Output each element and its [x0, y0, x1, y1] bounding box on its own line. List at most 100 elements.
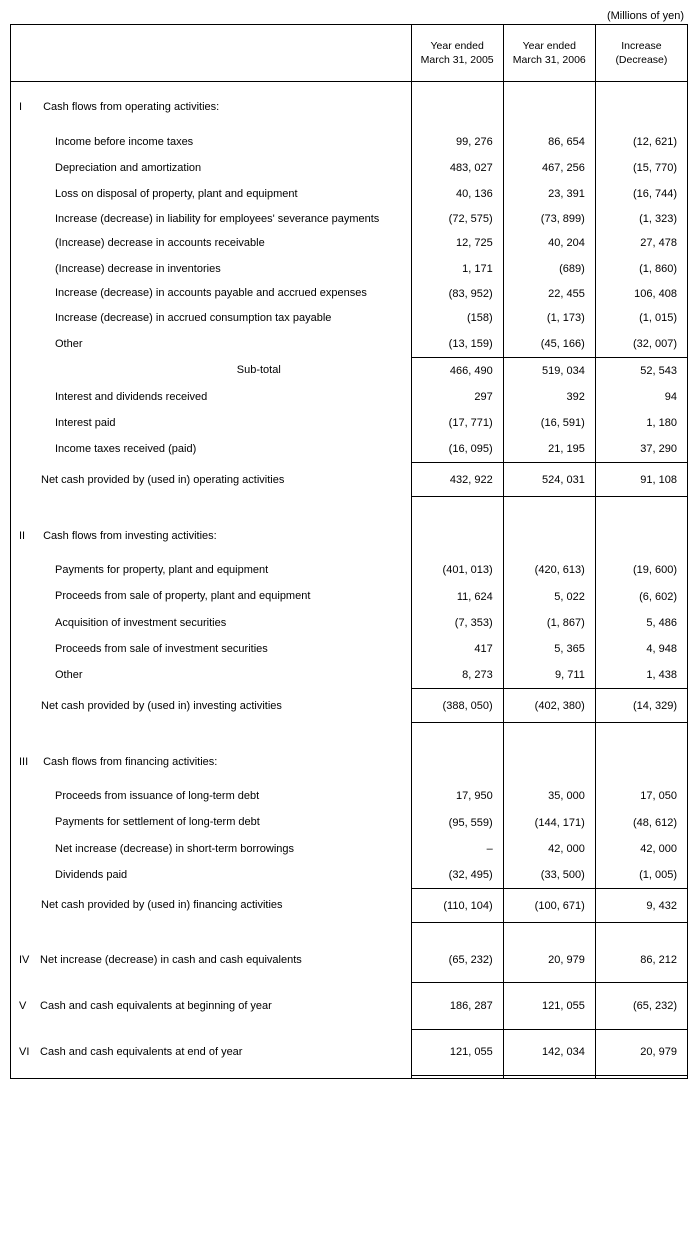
table-row: Other8, 2739, 7111, 438: [11, 662, 688, 688]
label-cell: (Increase) decrease in accounts receivab…: [11, 230, 412, 256]
value-cell: (1, 015): [595, 305, 687, 331]
value-cell: (16, 744): [595, 181, 687, 207]
label-cell: Other: [11, 331, 412, 357]
value-cell: (388, 050): [411, 689, 503, 723]
value-cell: (1, 860): [595, 256, 687, 282]
table-row: Interest and dividends received29739294: [11, 384, 688, 410]
value-cell: 432, 922: [411, 463, 503, 497]
value-cell: 37, 290: [595, 436, 687, 462]
label-cell: Proceeds from sale of property, plant an…: [11, 583, 412, 609]
table-row: Increase (decrease) in accounts payable …: [11, 282, 688, 304]
value-cell: (17, 771): [411, 410, 503, 436]
unit-label: (Millions of yen): [10, 10, 688, 22]
value-cell: 23, 391: [503, 181, 595, 207]
table-row: Increase (decrease) in liability for emp…: [11, 208, 688, 230]
summary-row: VI Cash and cash equivalents at end of y…: [11, 1029, 688, 1075]
value-cell: 20, 979: [503, 937, 595, 983]
value-cell: [411, 497, 503, 511]
value-cell: 12, 725: [411, 230, 503, 256]
table-row: Acquisition of investment securities(7, …: [11, 610, 688, 636]
value-cell: 297: [411, 384, 503, 410]
value-cell: (402, 380): [503, 689, 595, 723]
label-cell: Proceeds from issuance of long-term debt: [11, 783, 412, 809]
table-row: Proceeds from issuance of long-term debt…: [11, 783, 688, 809]
table-row: Dividends paid(32, 495)(33, 500)(1, 005): [11, 862, 688, 888]
value-cell: 5, 486: [595, 610, 687, 636]
value-cell: 86, 212: [595, 937, 687, 983]
value-cell: 519, 034: [503, 357, 595, 383]
value-cell: 40, 136: [411, 181, 503, 207]
label-cell: Increase (decrease) in accrued consumpti…: [11, 305, 412, 331]
header-col1: Year endedMarch 31, 2005: [411, 25, 503, 82]
value-cell: 99, 276: [411, 129, 503, 155]
table-row: (Increase) decrease in accounts receivab…: [11, 230, 688, 256]
value-cell: (689): [503, 256, 595, 282]
value-cell: (401, 013): [411, 557, 503, 583]
table-row: Income taxes received (paid)(16, 095)21,…: [11, 436, 688, 462]
label-cell: V Cash and cash equivalents at beginning…: [11, 983, 412, 1029]
value-cell: 467, 256: [503, 155, 595, 181]
value-cell: 42, 000: [595, 836, 687, 862]
value-cell: [411, 723, 503, 737]
value-cell: 86, 654: [503, 129, 595, 155]
table-row: Depreciation and amortization483, 027467…: [11, 155, 688, 181]
label-cell: III Cash flows from financing activities…: [11, 737, 412, 783]
label-cell: Interest and dividends received: [11, 384, 412, 410]
value-cell: 142, 034: [503, 1029, 595, 1075]
value-cell: [411, 511, 503, 557]
label-cell: Payments for property, plant and equipme…: [11, 557, 412, 583]
label-cell: [11, 923, 412, 937]
value-cell: 4, 948: [595, 636, 687, 662]
value-cell: (144, 171): [503, 809, 595, 835]
value-cell: [595, 923, 687, 937]
value-cell: 5, 022: [503, 583, 595, 609]
label-cell: Loss on disposal of property, plant and …: [11, 181, 412, 207]
value-cell: (14, 329): [595, 689, 687, 723]
label-cell: IV Net increase (decrease) in cash and c…: [11, 937, 412, 983]
value-cell: (110, 104): [411, 888, 503, 922]
value-cell: [503, 737, 595, 783]
value-cell: 20, 979: [595, 1029, 687, 1075]
label-cell: Payments for settlement of long-term deb…: [11, 809, 412, 835]
label-cell: [11, 497, 412, 511]
table-row: Interest paid(17, 771)(16, 591)1, 180: [11, 410, 688, 436]
value-cell: (1, 173): [503, 305, 595, 331]
value-cell: 40, 204: [503, 230, 595, 256]
table-row: Increase (decrease) in accrued consumpti…: [11, 305, 688, 331]
label-cell: Increase (decrease) in accounts payable …: [11, 282, 412, 304]
table-row: Proceeds from sale of investment securit…: [11, 636, 688, 662]
value-cell: (1, 867): [503, 610, 595, 636]
value-cell: [411, 923, 503, 937]
table-row: (Increase) decrease in inventories1, 171…: [11, 256, 688, 282]
value-cell: 22, 455: [503, 282, 595, 304]
label-cell: Income taxes received (paid): [11, 436, 412, 462]
value-cell: (19, 600): [595, 557, 687, 583]
value-cell: (158): [411, 305, 503, 331]
value-cell: 121, 055: [411, 1029, 503, 1075]
label-cell: Net cash provided by (used in) financing…: [11, 888, 412, 922]
final-rule: [11, 1079, 688, 1080]
table-row: Other(13, 159)(45, 166)(32, 007): [11, 331, 688, 357]
net-row: Net cash provided by (used in) investing…: [11, 689, 688, 723]
label-cell: Proceeds from sale of investment securit…: [11, 636, 412, 662]
value-cell: 27, 478: [595, 230, 687, 256]
value-cell: 9, 711: [503, 662, 595, 688]
value-cell: [503, 497, 595, 511]
label-cell: [11, 723, 412, 737]
label-cell: Interest paid: [11, 410, 412, 436]
section-header: III Cash flows from financing activities…: [11, 737, 688, 783]
value-cell: 8, 273: [411, 662, 503, 688]
label-cell: Net cash provided by (used in) operating…: [11, 463, 412, 497]
value-cell: [503, 923, 595, 937]
net-row: Net cash provided by (used in) operating…: [11, 463, 688, 497]
value-cell: [595, 82, 687, 129]
value-cell: [503, 723, 595, 737]
table-row: Payments for property, plant and equipme…: [11, 557, 688, 583]
header-col2: Year endedMarch 31, 2006: [503, 25, 595, 82]
table-row: Loss on disposal of property, plant and …: [11, 181, 688, 207]
value-cell: (48, 612): [595, 809, 687, 835]
value-cell: [595, 723, 687, 737]
value-cell: (73, 899): [503, 208, 595, 230]
value-cell: 91, 108: [595, 463, 687, 497]
spacer-row: [11, 923, 688, 937]
